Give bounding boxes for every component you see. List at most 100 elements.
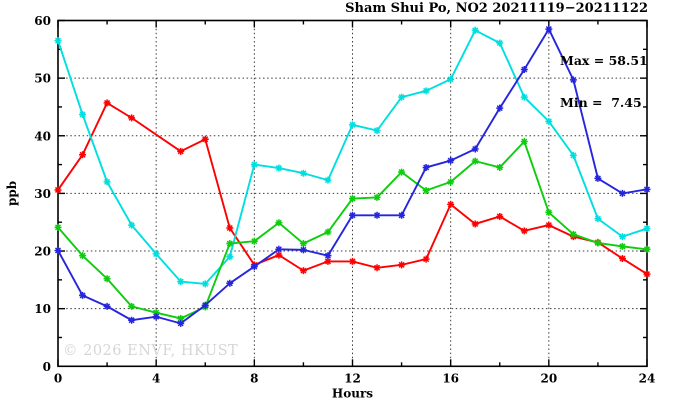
series-blue-marker — [422, 163, 430, 171]
series-cyan-marker — [201, 280, 209, 288]
series-cyan-marker — [226, 253, 234, 261]
series-green-marker — [177, 314, 185, 322]
series-red-marker — [177, 147, 185, 155]
series-blue-marker — [471, 145, 479, 153]
series-blue-marker — [226, 279, 234, 287]
series-cyan-marker — [324, 176, 332, 184]
maxmin-annotation: Max = 58.51 Min = 7.45 — [560, 26, 648, 138]
y-tick-label: 10 — [34, 302, 51, 316]
series-green-marker — [54, 223, 62, 231]
series-red-marker — [398, 261, 406, 269]
series-cyan-marker — [520, 93, 528, 101]
series-green-marker — [447, 178, 455, 186]
series-red-marker — [128, 114, 136, 122]
x-tick-label: 16 — [442, 371, 459, 385]
series-cyan-marker — [152, 250, 160, 258]
series-cyan-marker — [79, 110, 87, 118]
series-green-marker — [226, 240, 234, 248]
series-blue-marker — [103, 302, 111, 310]
series-blue-marker — [201, 301, 209, 309]
series-blue-marker — [54, 246, 62, 254]
series-blue-marker — [398, 211, 406, 219]
series-red-marker — [226, 224, 234, 232]
y-tick-label: 20 — [34, 245, 51, 259]
x-tick-label: 20 — [540, 371, 557, 385]
series-cyan-marker — [422, 87, 430, 95]
series-cyan-marker — [54, 37, 62, 45]
series-cyan-marker — [299, 169, 307, 177]
series-blue-marker — [447, 157, 455, 165]
series-red-marker — [447, 200, 455, 208]
x-tick-label: 12 — [344, 371, 361, 385]
series-blue-marker — [545, 25, 553, 33]
series-cyan-marker — [250, 161, 258, 169]
series-blue-marker — [373, 211, 381, 219]
series-green-marker — [299, 240, 307, 248]
series-green-marker — [643, 245, 651, 253]
series-red-marker — [103, 99, 111, 107]
series-cyan-marker — [594, 215, 602, 223]
series-cyan-marker — [643, 225, 651, 233]
series-blue-marker — [152, 313, 160, 321]
y-tick-label: 0 — [43, 360, 51, 374]
series-green-marker — [398, 168, 406, 176]
series-cyan-marker — [398, 93, 406, 101]
series-blue-marker — [643, 185, 651, 193]
series-red-marker — [422, 255, 430, 263]
series-cyan-marker — [447, 75, 455, 83]
series-green-marker — [152, 309, 160, 317]
series-red-marker — [471, 220, 479, 228]
series-red-marker — [373, 264, 381, 272]
series-blue-marker — [177, 319, 185, 327]
series-green-marker — [422, 187, 430, 195]
series-cyan-marker — [471, 26, 479, 34]
series-green-marker — [471, 157, 479, 165]
series-red-line — [57, 101, 648, 276]
series-green-marker — [594, 239, 602, 247]
series-blue-marker — [594, 174, 602, 182]
series-blue-marker — [496, 104, 504, 112]
series-green-marker — [496, 163, 504, 171]
y-tick-label: 40 — [34, 129, 51, 143]
series-cyan-marker — [569, 151, 577, 159]
series-green-marker — [520, 138, 528, 146]
series-green-marker — [349, 195, 356, 203]
series-blue-marker — [569, 76, 577, 84]
series-blue-marker — [520, 65, 528, 73]
y-tick-label: 60 — [34, 14, 51, 28]
series-red-marker — [299, 267, 307, 275]
series-red-marker — [201, 135, 209, 143]
series-green-marker — [275, 219, 283, 227]
series-green-marker — [373, 193, 381, 201]
series-cyan-marker — [103, 178, 111, 186]
x-tick-label: 0 — [54, 371, 62, 385]
series-blue-marker — [128, 316, 136, 324]
series-cyan-marker — [618, 233, 626, 241]
series-cyan-marker — [275, 164, 283, 172]
series-cyan-marker — [177, 278, 185, 286]
series-green-marker — [545, 208, 553, 216]
y-axis-title: ppb — [5, 181, 19, 206]
series-blue-marker — [349, 211, 356, 219]
series-green-marker — [250, 237, 258, 245]
series-cyan-marker — [496, 39, 504, 47]
series-blue-marker — [79, 291, 87, 299]
series-blue-marker — [275, 245, 283, 253]
series-green-marker — [569, 230, 577, 238]
series-red-marker — [349, 257, 356, 265]
series-green-marker — [324, 228, 332, 236]
y-tick-label: 30 — [34, 187, 51, 201]
series-cyan-marker — [349, 121, 356, 129]
series-green-marker — [103, 275, 111, 283]
series-green-marker — [618, 242, 626, 250]
x-tick-label: 24 — [639, 371, 656, 385]
series-blue-marker — [324, 252, 332, 260]
series-red-marker — [54, 186, 62, 194]
series-blue-marker — [299, 246, 307, 254]
series-red-marker — [618, 255, 626, 263]
x-tick-label: 4 — [152, 371, 160, 385]
max-label: Max = 58.51 — [560, 53, 648, 68]
series-green-marker — [79, 252, 87, 260]
series-blue-marker — [250, 263, 258, 271]
